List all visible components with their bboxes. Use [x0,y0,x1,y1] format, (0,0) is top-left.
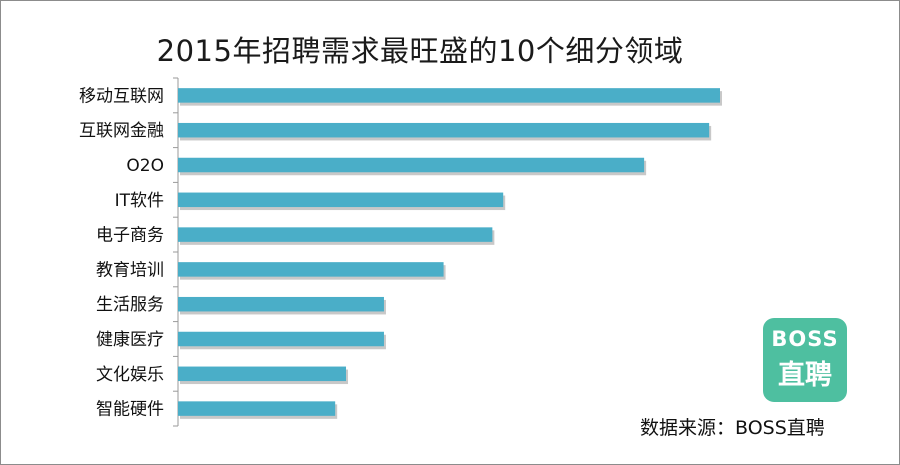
category-label: 移动互联网 [79,86,164,106]
bar-0 [178,88,720,103]
bar-4 [178,227,493,242]
category-label: 文化娱乐 [96,365,164,385]
bar-6 [178,296,384,312]
category-label: 教育培训 [96,260,164,280]
category-label: 智能硬件 [96,400,164,420]
bar-7 [178,331,384,347]
boss-zhipin-logo: BOSS 直聘 [763,318,847,402]
chart-title: 2015年招聘需求最旺盛的10个细分领域 [156,34,684,68]
bar-5 [178,262,444,277]
bar-1 [178,122,710,138]
bar-2 [178,157,645,173]
category-label: IT软件 [115,191,164,211]
category-label: 生活服务 [96,295,164,315]
logo-line-2: 直聘 [778,360,832,391]
category-label: O2O [126,156,164,176]
bar-9 [178,401,336,416]
bar-8 [178,366,347,382]
data-source-note: 数据来源：BOSS直聘 [640,417,825,439]
category-label: 电子商务 [96,226,164,246]
category-label: 互联网金融 [79,121,164,141]
bar-3 [178,192,504,208]
logo-line-1: BOSS [771,327,839,351]
category-label: 健康医疗 [96,330,164,350]
